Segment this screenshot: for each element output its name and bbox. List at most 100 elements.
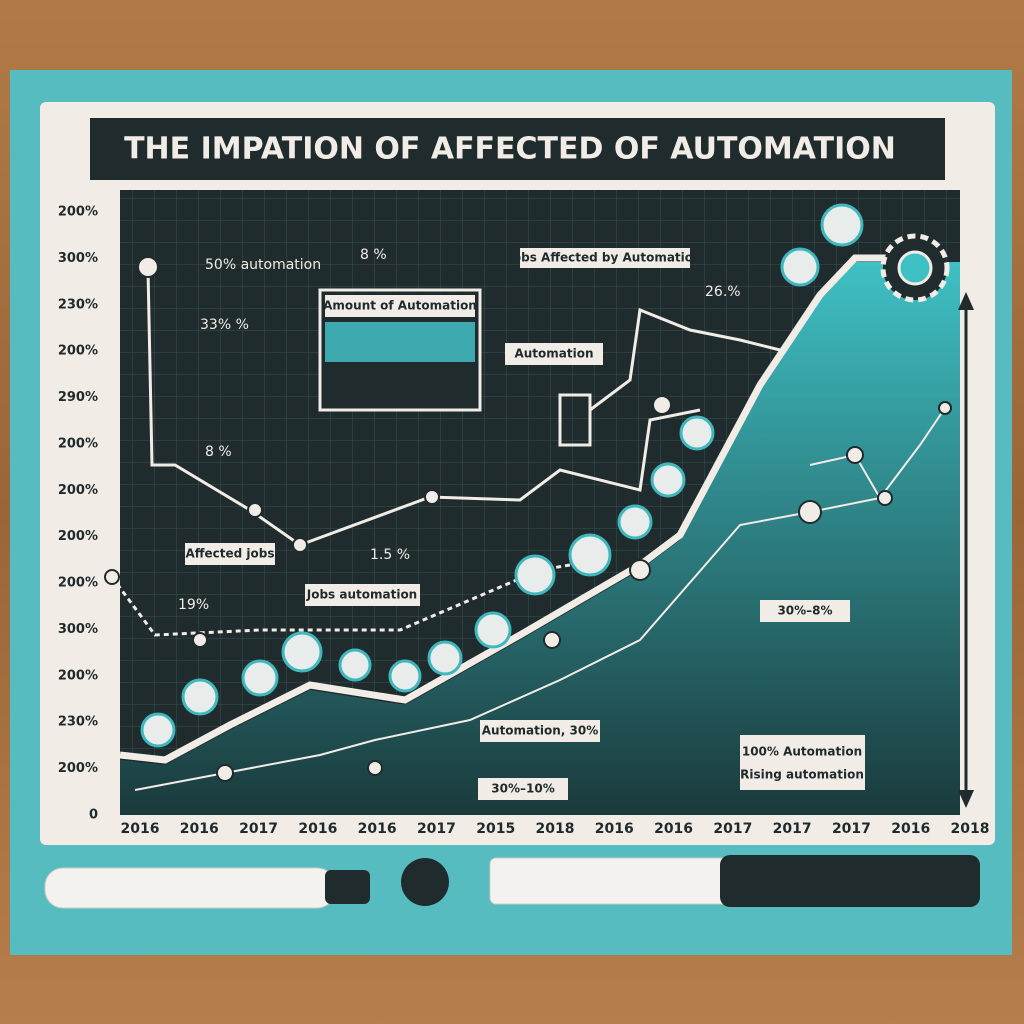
label-box: [760, 600, 850, 622]
badge: [181, 678, 219, 716]
marker: [247, 502, 263, 518]
y-axis-label: 200%: [58, 344, 98, 359]
annotation: 19%: [178, 597, 209, 613]
gear-center: [897, 250, 933, 286]
y-axis-label: 230%: [58, 297, 98, 312]
marker: [104, 569, 120, 585]
badge: [780, 247, 820, 287]
y-axis-label: 200%: [58, 483, 98, 498]
annotation: 8 %: [360, 247, 387, 263]
badge: [140, 712, 176, 748]
badge: [514, 554, 556, 596]
x-axis-label: 2016: [180, 821, 219, 837]
label-box: [505, 343, 603, 365]
badge: [568, 533, 612, 577]
label: Automation, 30%: [482, 724, 599, 738]
robot-arm: [558, 307, 781, 447]
pen-left-tip: [325, 870, 370, 904]
label: Jobs automation: [306, 588, 417, 602]
badge: [427, 640, 463, 676]
x-axis-label: 2017: [773, 821, 812, 837]
badges: [140, 203, 864, 748]
y-axis-label: 200%: [58, 529, 98, 544]
label: 100% Automation: [742, 745, 862, 759]
markers: [104, 256, 952, 782]
label-box: [480, 720, 600, 742]
marker: [798, 500, 822, 524]
pen-right-body: [720, 855, 980, 907]
arrow-head: [958, 790, 974, 808]
annotation: 50% automation: [205, 257, 321, 273]
marker: [216, 764, 234, 782]
x-axis-label: 2017: [239, 821, 278, 837]
marker: [292, 537, 308, 553]
y-axis-label: 200%: [58, 436, 98, 451]
label: Automation: [514, 347, 593, 361]
label-box: [478, 778, 568, 800]
badge: [281, 631, 323, 673]
annotation: 1.5 %: [370, 547, 410, 563]
marker: [137, 256, 159, 278]
label: Jobs Affected by Automation: [507, 251, 701, 265]
pen-cap: [401, 858, 449, 906]
label-box: [520, 248, 690, 268]
label: 30%–10%: [491, 782, 554, 796]
x-axis-label: 2017: [713, 821, 752, 837]
inset-header: [325, 295, 475, 317]
x-axis-label: 2016: [891, 821, 930, 837]
x-axis-label: 2016: [358, 821, 397, 837]
lower-line: [134, 497, 881, 791]
robot-base: [558, 393, 592, 447]
label: 30%–8%: [777, 604, 832, 618]
marker: [192, 632, 208, 648]
marker: [938, 401, 952, 415]
annotation: 8 %: [205, 444, 232, 460]
y-axis-label: 200%: [58, 761, 98, 776]
x-axis-label: 2016: [595, 821, 634, 837]
label: Rising automation: [740, 768, 864, 782]
marker: [543, 631, 561, 649]
x-axis-label: 2016: [654, 821, 693, 837]
label-box: [185, 543, 275, 565]
label: Affected jobs: [186, 547, 275, 561]
badge: [241, 659, 279, 697]
inset-bars: [325, 322, 475, 362]
x-axis-labels: 2016 2016 2017 2016 2016 2017 2015 2018 2016 2016…: [121, 821, 990, 837]
pen-right: [489, 857, 731, 905]
arrow-head: [958, 292, 974, 310]
y-axis-label: 300%: [58, 251, 98, 266]
x-axis-label: 2016: [298, 821, 337, 837]
badge: [820, 203, 864, 247]
marker: [424, 489, 440, 505]
marker: [367, 760, 383, 776]
marker: [629, 559, 651, 581]
y-axis-label: 0: [89, 808, 98, 823]
title-bar: [90, 118, 945, 180]
y-axis-label: 200%: [58, 205, 98, 220]
annotation: 33% %: [200, 317, 249, 333]
x-axis-label: 2018: [536, 821, 575, 837]
y-axis-label: 230%: [58, 715, 98, 730]
badge: [474, 611, 512, 649]
y-axis-label: 300%: [58, 622, 98, 637]
area-outline: [119, 254, 890, 764]
badge: [650, 462, 686, 498]
x-axis-label: 2017: [832, 821, 871, 837]
marker: [846, 446, 864, 464]
marker: [652, 395, 672, 415]
badge: [617, 504, 653, 540]
x-axis-label: 2017: [417, 821, 456, 837]
y-axis-labels: 200% 300% 230% 200% 290% 200% 200% 200% 200% 300%…: [58, 205, 98, 823]
badge: [388, 659, 422, 693]
badge: [338, 648, 372, 682]
x-axis-label: 2016: [121, 821, 160, 837]
marker: [877, 490, 893, 506]
y-axis-label: 200%: [58, 668, 98, 683]
y-axis-label: 200%: [58, 576, 98, 591]
x-axis-label: 2018: [951, 821, 990, 837]
badge: [679, 415, 715, 451]
annotation: 26.%: [705, 284, 741, 300]
area-fill: [120, 262, 960, 815]
